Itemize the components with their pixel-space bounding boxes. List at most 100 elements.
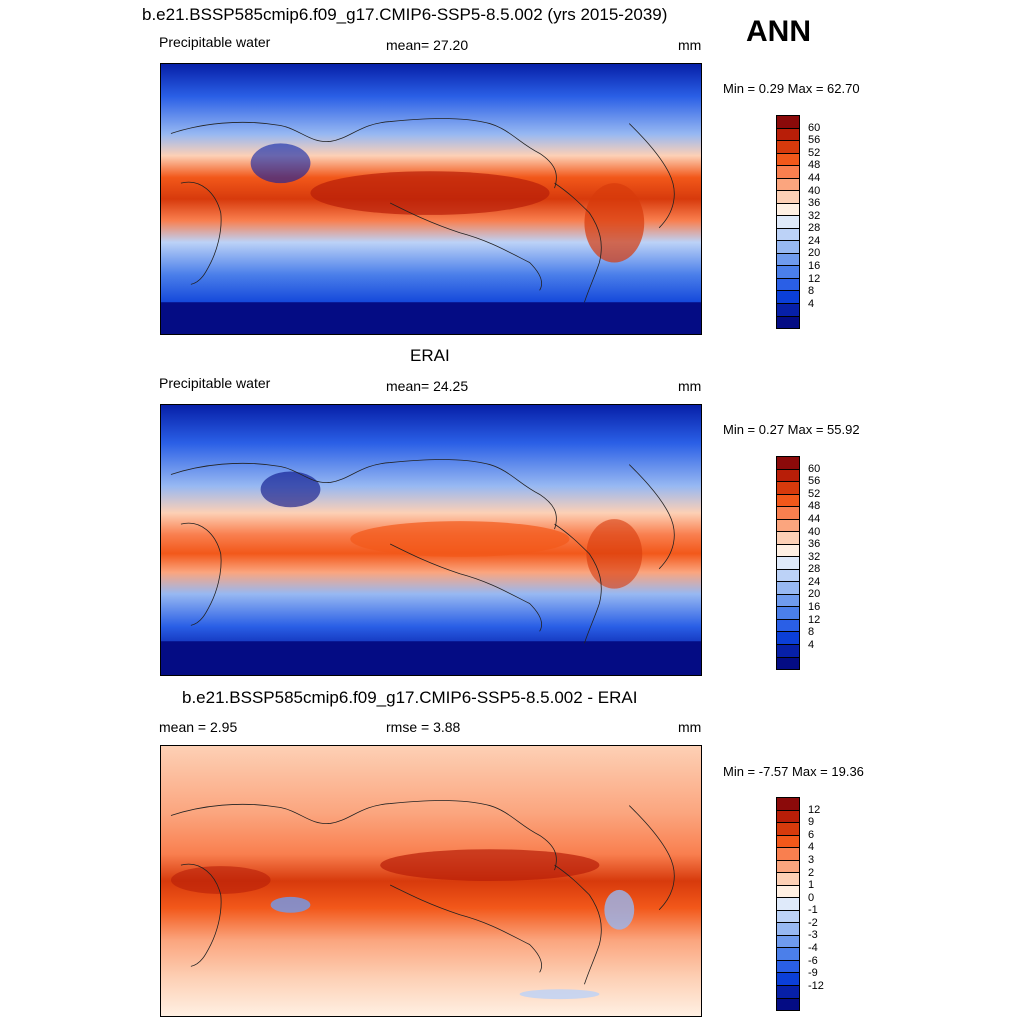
colorbar-segment — [777, 644, 799, 658]
colorbar-tick-label: 16 — [808, 601, 821, 614]
colorbar-segment — [777, 823, 799, 836]
panel2-map — [160, 404, 702, 676]
colorbar-tick-label: 6 — [808, 828, 815, 841]
colorbar-tick-label: 52 — [808, 146, 821, 159]
colorbar-tick-label: 48 — [808, 500, 821, 513]
colorbar-segment — [777, 507, 799, 520]
colorbar-tick-label: 52 — [808, 487, 821, 500]
colorbar-segment — [777, 519, 799, 533]
colorbar-tick-label: -3 — [808, 929, 818, 942]
colorbar-tick-label: 9 — [808, 816, 815, 829]
colorbar-segment — [777, 191, 799, 204]
colorbar-segment — [777, 469, 799, 483]
colorbar-segment — [777, 116, 799, 129]
colorbar-segment — [777, 216, 799, 229]
colorbar-segment — [777, 569, 799, 583]
colorbar-tick-label: 8 — [808, 285, 815, 298]
colorbar-tick-label: -9 — [808, 967, 818, 980]
colorbar-tick-label: 40 — [808, 184, 821, 197]
colorbar-tick-label: 20 — [808, 588, 821, 601]
panel2-colorbar — [776, 456, 800, 670]
colorbar-segment — [777, 798, 799, 811]
colorbar-tick-label: 32 — [808, 209, 821, 222]
panel2-colorbar-ticks: 60 56 52 48 44 40 36 32 28 24 20 16 12 8 4 — [808, 456, 848, 670]
colorbar-segment — [777, 291, 799, 304]
colorbar-tick-label: 4 — [808, 841, 815, 854]
panel2-minmax: Min = 0.27 Max = 55.92 — [723, 422, 860, 437]
colorbar-segment — [777, 985, 799, 999]
season-label: ANN — [746, 15, 811, 48]
colorbar-tick-label: 24 — [808, 234, 821, 247]
colorbar-tick-label: -12 — [808, 979, 824, 992]
colorbar-segment — [777, 860, 799, 874]
colorbar-tick-label: 36 — [808, 538, 821, 551]
colorbar-segment — [777, 141, 799, 154]
colorbar-tick-label: 0 — [808, 891, 815, 904]
colorbar-tick-label: 36 — [808, 197, 821, 210]
colorbar-segment — [777, 873, 799, 886]
colorbar-segment — [777, 848, 799, 861]
colorbar-tick-label: 4 — [808, 297, 815, 310]
colorbar-tick-label: -6 — [808, 954, 818, 967]
colorbar-tick-label: 44 — [808, 512, 821, 525]
panel2-units-label: mm — [678, 378, 702, 394]
colorbar-tick-label: 12 — [808, 272, 821, 285]
colorbar-segment — [777, 998, 799, 1011]
colorbar-segment — [777, 923, 799, 936]
panel3-units-label: mm — [678, 719, 702, 735]
figure-title: b.e21.BSSP585cmip6.f09_g17.CMIP6-SSP5-8.… — [142, 5, 668, 24]
panel2-variable-label: Precipitable water — [159, 375, 271, 391]
colorbar-segment — [777, 303, 799, 317]
colorbar-tick-label: 12 — [808, 803, 821, 816]
panel1-variable-label: Precipitable water — [159, 34, 271, 50]
colorbar-segment — [777, 494, 799, 508]
colorbar-tick-label: 56 — [808, 475, 821, 488]
colorbar-tick-label: -1 — [808, 904, 818, 917]
colorbar-segment — [777, 241, 799, 254]
colorbar-segment — [777, 810, 799, 824]
colorbar-tick-label: 60 — [808, 462, 821, 475]
panel1-map-field — [161, 64, 701, 334]
colorbar-segment — [777, 457, 799, 470]
colorbar-tick-label: 44 — [808, 171, 821, 184]
colorbar-tick-label: 28 — [808, 563, 821, 576]
colorbar-segment — [777, 178, 799, 192]
colorbar-segment — [777, 532, 799, 545]
colorbar-segment — [777, 253, 799, 267]
panel1-units-label: mm — [678, 37, 702, 53]
panel3-colorbar — [776, 797, 800, 1011]
colorbar-segment — [777, 203, 799, 217]
colorbar-segment — [777, 619, 799, 633]
colorbar-segment — [777, 166, 799, 179]
panel1-colorbar — [776, 115, 800, 329]
colorbar-segment — [777, 482, 799, 495]
colorbar-segment — [777, 316, 799, 329]
colorbar-segment — [777, 228, 799, 242]
colorbar-tick-label: 3 — [808, 853, 815, 866]
colorbar-segment — [777, 935, 799, 949]
colorbar-segment — [777, 153, 799, 167]
colorbar-tick-label: 4 — [808, 638, 815, 651]
panel2-subtitle: ERAI — [410, 346, 450, 365]
panel3-subtitle: b.e21.BSSP585cmip6.f09_g17.CMIP6-SSP5-8.… — [182, 688, 638, 707]
panel1-mean-label: mean= 27.20 — [386, 37, 469, 53]
colorbar-segment — [777, 960, 799, 974]
panel3-minmax: Min = -7.57 Max = 19.36 — [723, 764, 864, 779]
colorbar-tick-label: -4 — [808, 942, 818, 955]
colorbar-segment — [777, 544, 799, 558]
colorbar-tick-label: 60 — [808, 121, 821, 134]
colorbar-tick-label: 32 — [808, 550, 821, 563]
colorbar-tick-label: 48 — [808, 159, 821, 172]
colorbar-tick-label: 2 — [808, 866, 815, 879]
colorbar-segment — [777, 885, 799, 899]
colorbar-tick-label: 12 — [808, 613, 821, 626]
colorbar-tick-label: 16 — [808, 260, 821, 273]
colorbar-segment — [777, 835, 799, 849]
colorbar-segment — [777, 898, 799, 911]
colorbar-segment — [777, 973, 799, 986]
colorbar-tick-label: 24 — [808, 575, 821, 588]
colorbar-tick-label: 56 — [808, 134, 821, 147]
panel3-colorbar-ticks: 12 9 6 4 3 2 1 0 -1 -2 -3 -4 -6 -9 -12 — [808, 797, 848, 1011]
colorbar-segment — [777, 557, 799, 570]
panel3-map-field — [161, 746, 701, 1016]
